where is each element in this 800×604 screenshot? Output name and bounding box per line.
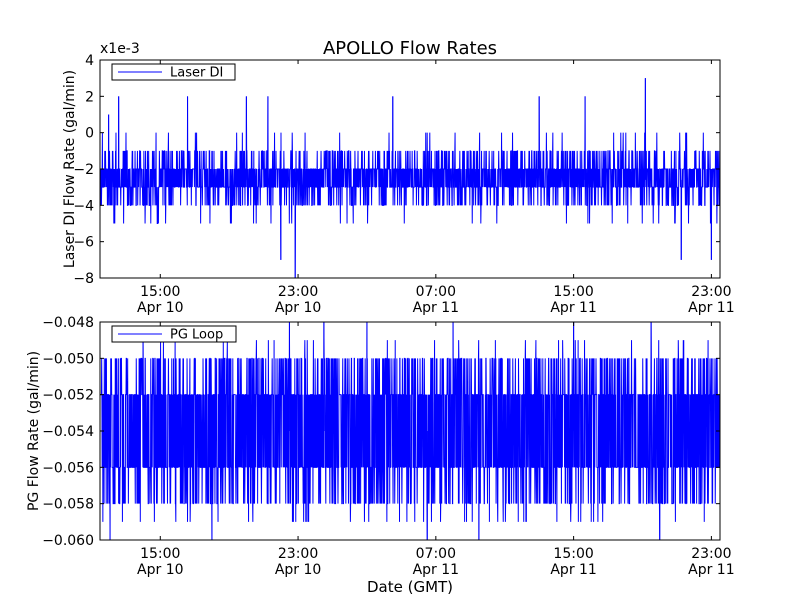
- x-tick-label-date: Apr 11: [413, 300, 459, 316]
- series-line-1: [100, 78, 720, 278]
- x-tick-label-date: Apr 11: [688, 300, 734, 316]
- y-tick-label: −0.060: [42, 533, 94, 549]
- x-tick-label-date: Apr 11: [413, 562, 459, 578]
- x-tick-label-time: 23:00: [278, 546, 318, 562]
- x-tick-label-date: Apr 11: [550, 300, 596, 316]
- legend-label: Laser DI: [170, 66, 223, 81]
- x-tick-label-time: 23:00: [691, 284, 731, 300]
- x-tick-label-date: Apr 10: [137, 300, 183, 316]
- x-axis-label: Date (GMT): [367, 578, 453, 596]
- y-tick-label: −8: [73, 271, 94, 287]
- x-tick-label-time: 15:00: [553, 284, 593, 300]
- x-tick-label-time: 15:00: [553, 546, 593, 562]
- y-tick-label: −4: [73, 198, 94, 214]
- y-tick-label: 0: [85, 126, 94, 142]
- x-tick-label-date: Apr 10: [275, 300, 321, 316]
- y-tick-label: −0.056: [42, 460, 94, 476]
- x-tick-label-time: 15:00: [140, 546, 180, 562]
- legend-box: [111, 63, 236, 81]
- y-tick-label: 2: [85, 89, 94, 105]
- y-tick-label: 4: [85, 53, 94, 69]
- y-tick-label: −0.058: [42, 497, 94, 513]
- plot-panel-2: −0.060 −0.058 −0.056 −0.054 −0.052 −0.050 −0.0…: [26, 315, 735, 578]
- y-tick-label: −0.054: [42, 424, 94, 440]
- x-tick-label-date: Apr 10: [137, 562, 183, 578]
- y-tick-label: −6: [73, 235, 94, 251]
- legend-label: PG Loop: [170, 328, 223, 343]
- x-tick-label-date: Apr 10: [275, 562, 321, 578]
- y-tick-label: −0.052: [42, 388, 94, 404]
- series-line-1: [100, 322, 720, 540]
- legend: Laser DI: [111, 63, 236, 81]
- y-axis-label: PG Flow Rate (gal/min): [26, 351, 42, 511]
- y-tick-label: −0.048: [42, 315, 94, 331]
- legend-box: [111, 325, 237, 343]
- x-tick-label-date: Apr 11: [688, 562, 734, 578]
- x-tick-label-time: 15:00: [140, 284, 180, 300]
- figure-title: APOLLO Flow Rates: [323, 38, 497, 59]
- legend: PG Loop: [111, 325, 237, 343]
- x-tick-label-time: 23:00: [278, 284, 318, 300]
- y-axis-label: Laser DI Flow Rate (gal/min): [62, 70, 78, 268]
- x-tick-label-time: 23:00: [691, 546, 731, 562]
- y-tick-label: −2: [73, 162, 94, 178]
- x-tick-label-time: 07:00: [416, 284, 456, 300]
- x-tick-label-date: Apr 11: [550, 562, 596, 578]
- y-tick-label: −0.050: [42, 351, 94, 367]
- x-tick-label-time: 07:00: [416, 546, 456, 562]
- y-offset-label: x1e-3: [100, 41, 140, 57]
